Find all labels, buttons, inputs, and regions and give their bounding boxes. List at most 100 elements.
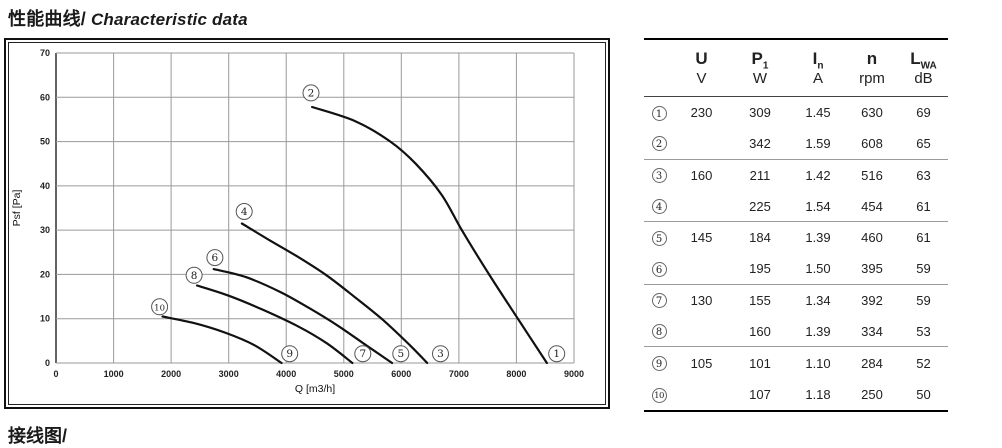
- cell-P1: 342: [749, 135, 771, 151]
- header-corner-unit: [644, 70, 674, 87]
- cell-U: 105: [690, 355, 713, 371]
- x-tick-label: 5000: [334, 369, 354, 379]
- column-symbol-U: U: [695, 48, 708, 68]
- y-tick-label: 50: [40, 137, 50, 147]
- curve-label-circle-10: [151, 298, 169, 316]
- cell-LWA: 61: [916, 198, 931, 214]
- cell-U: 130: [690, 292, 713, 308]
- row-number: 3: [644, 167, 674, 184]
- cell-n: 334: [861, 323, 883, 339]
- cell-In: 1.18: [805, 386, 831, 402]
- cell-P1: 225: [749, 198, 771, 214]
- cell-LWA: 69: [916, 105, 931, 121]
- cell-P1: 160: [749, 323, 771, 339]
- cell-In: 1.50: [805, 261, 831, 277]
- cell-LWA: 61: [916, 230, 931, 246]
- cell-In: 1.54: [805, 198, 831, 214]
- x-tick-label: 1000: [104, 369, 124, 379]
- row-number: 8: [644, 323, 674, 340]
- x-tick-label: 0: [53, 369, 58, 379]
- cell-In: 1.45: [805, 105, 831, 121]
- curve-label-number-7: 7: [359, 348, 366, 360]
- cell-n: 395: [861, 261, 883, 277]
- y-tick-label: 60: [40, 92, 50, 102]
- performance-curve-chart: 0 1000 2000 3000 4000 5000 6000 7000 8000 9000 0 10…: [11, 48, 584, 395]
- cell-n: 250: [861, 386, 883, 402]
- y-tick-label: 0: [45, 358, 50, 368]
- curve-label-number-3: 3: [437, 348, 444, 360]
- column-unit-rpm: rpm: [859, 69, 885, 87]
- cell-n: 516: [861, 167, 883, 183]
- cell-In: 1.39: [805, 230, 831, 246]
- column-symbol-I: In: [812, 48, 824, 71]
- next-section-title-cutoff: 接线图/: [8, 426, 68, 446]
- cell-P1: 101: [749, 355, 771, 371]
- row-number: 2: [644, 135, 674, 152]
- table-row-6: 6 195 1.50 395 59: [644, 253, 948, 285]
- cell-n: 460: [861, 230, 883, 246]
- table-row-2: 2 342 1.59 608 65: [644, 128, 948, 160]
- curve-label-circle-4: [235, 203, 253, 220]
- curve-8-to-7: [195, 284, 354, 365]
- curve-2-to-1: [311, 105, 548, 365]
- curve-label-circle-7: [354, 345, 372, 363]
- table-row-9: 9 105 101 1.10 284 52: [644, 347, 948, 378]
- row-number: 1: [644, 105, 674, 121]
- curve-6-to-5: [212, 268, 394, 365]
- row-number: 4: [644, 198, 674, 215]
- column-unit-V: V: [696, 69, 707, 87]
- x-tick-label: 8000: [506, 369, 526, 379]
- curve-label-number-2: 2: [308, 87, 315, 99]
- x-tick-label: 7000: [449, 369, 469, 379]
- table-row-3: 3 160 211 1.42 516 63: [644, 160, 948, 191]
- cell-LWA: 63: [916, 167, 931, 183]
- cell-P1: 155: [749, 292, 771, 308]
- cell-n: 392: [861, 292, 883, 308]
- curve-label-circle-5: [392, 345, 410, 363]
- row-number: 6: [644, 261, 674, 277]
- row-number: 5: [644, 230, 674, 246]
- cell-LWA: 59: [916, 261, 931, 277]
- curve-label-number-9: 9: [286, 348, 293, 360]
- table-row-7: 7 130 155 1.34 392 59: [644, 285, 948, 316]
- curve-label-circle-9: [281, 345, 299, 363]
- y-axis-label: Psf [Pa]: [11, 190, 23, 227]
- y-tick-label: 10: [40, 314, 50, 324]
- y-tick-label: 30: [40, 225, 50, 235]
- cell-LWA: 53: [916, 323, 931, 339]
- x-tick-label: 3000: [219, 369, 239, 379]
- row-number: 7: [644, 292, 674, 309]
- table-row-8: 8 160 1.39 334 53: [644, 316, 948, 348]
- page-title-zh: 性能曲线/: [8, 9, 87, 29]
- curve-label-circle-3: [432, 345, 449, 363]
- curve-label-circle-2: [302, 84, 320, 102]
- characteristic-chart-panel: 0 1000 2000 3000 4000 5000 6000 7000 8000 9000 0 10…: [4, 38, 610, 409]
- curve-label-number-4: 4: [241, 206, 248, 218]
- cell-n: 284: [861, 355, 883, 371]
- curve-label-number-1: 1: [553, 348, 560, 360]
- cell-P1: 211: [749, 167, 771, 183]
- curve-label-number-8: 8: [191, 270, 198, 282]
- curve-label-circle-6: [206, 249, 224, 267]
- column-unit-A: A: [812, 69, 823, 87]
- row-number: 9: [644, 355, 674, 372]
- cell-n: 630: [861, 105, 883, 121]
- curve-label-number-5: 5: [397, 348, 404, 360]
- cell-U: 145: [690, 230, 713, 246]
- cell-In: 1.59: [805, 135, 831, 151]
- header-corner: [644, 50, 674, 68]
- x-tick-label: 2000: [161, 369, 181, 379]
- table-row-10: 10 107 1.18 250 50: [644, 379, 948, 410]
- column-unit-dB: dB: [914, 69, 933, 87]
- table-row-1: 1 230 309 1.45 630 69: [644, 97, 948, 128]
- cell-In: 1.34: [805, 292, 831, 308]
- curve-label-number-6: 6: [212, 252, 219, 264]
- table-row-4: 4 225 1.54 454 61: [644, 191, 948, 223]
- cell-LWA: 52: [916, 355, 931, 371]
- cell-n: 608: [861, 135, 883, 151]
- column-symbol-P: P1: [751, 48, 769, 71]
- y-tick-label: 70: [40, 48, 50, 58]
- curve-4-to-3: [240, 222, 429, 365]
- curve-label-circle-1: [548, 345, 566, 363]
